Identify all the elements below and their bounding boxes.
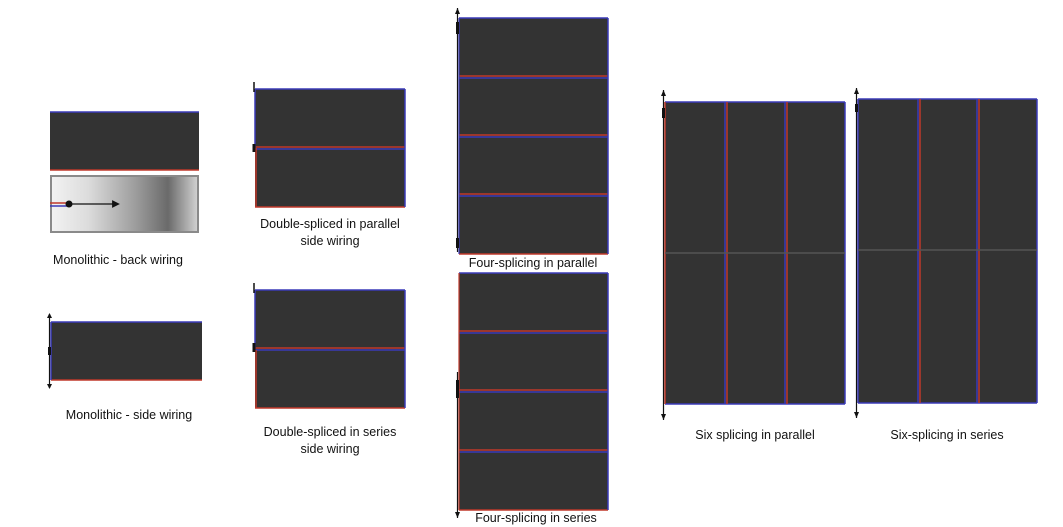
caption-double-parallel-line1: Double-spliced in parallel (260, 217, 400, 231)
mono-back-panel (50, 112, 199, 170)
caption-double-series: Double-spliced in series side wiring (250, 424, 410, 458)
double-parallel-panel (255, 89, 405, 207)
caption-mono-side: Monolithic - side wiring (65, 408, 193, 422)
four-series-panel (459, 273, 608, 510)
six-parallel-panel (665, 102, 845, 404)
double-series-panel (255, 290, 405, 408)
mono-side-panel (51, 322, 202, 380)
caption-six-series: Six-splicing in series (890, 428, 1004, 442)
caption-four-series: Four-splicing in series (475, 511, 597, 525)
caption-double-series-line1: Double-spliced in series (263, 425, 397, 439)
caption-four-parallel: Four-splicing in parallel (468, 256, 598, 270)
caption-double-parallel: Double-spliced in parallel side wiring (250, 216, 410, 250)
mono-back-rear-view (50, 175, 199, 233)
caption-double-parallel-line2: side wiring (300, 234, 360, 248)
caption-six-parallel: Six splicing in parallel (695, 428, 815, 442)
six-series-panel (858, 99, 1037, 403)
caption-double-series-line2: side wiring (300, 442, 360, 456)
caption-mono-back: Monolithic - back wiring (53, 253, 183, 267)
four-parallel-panel (459, 18, 608, 254)
